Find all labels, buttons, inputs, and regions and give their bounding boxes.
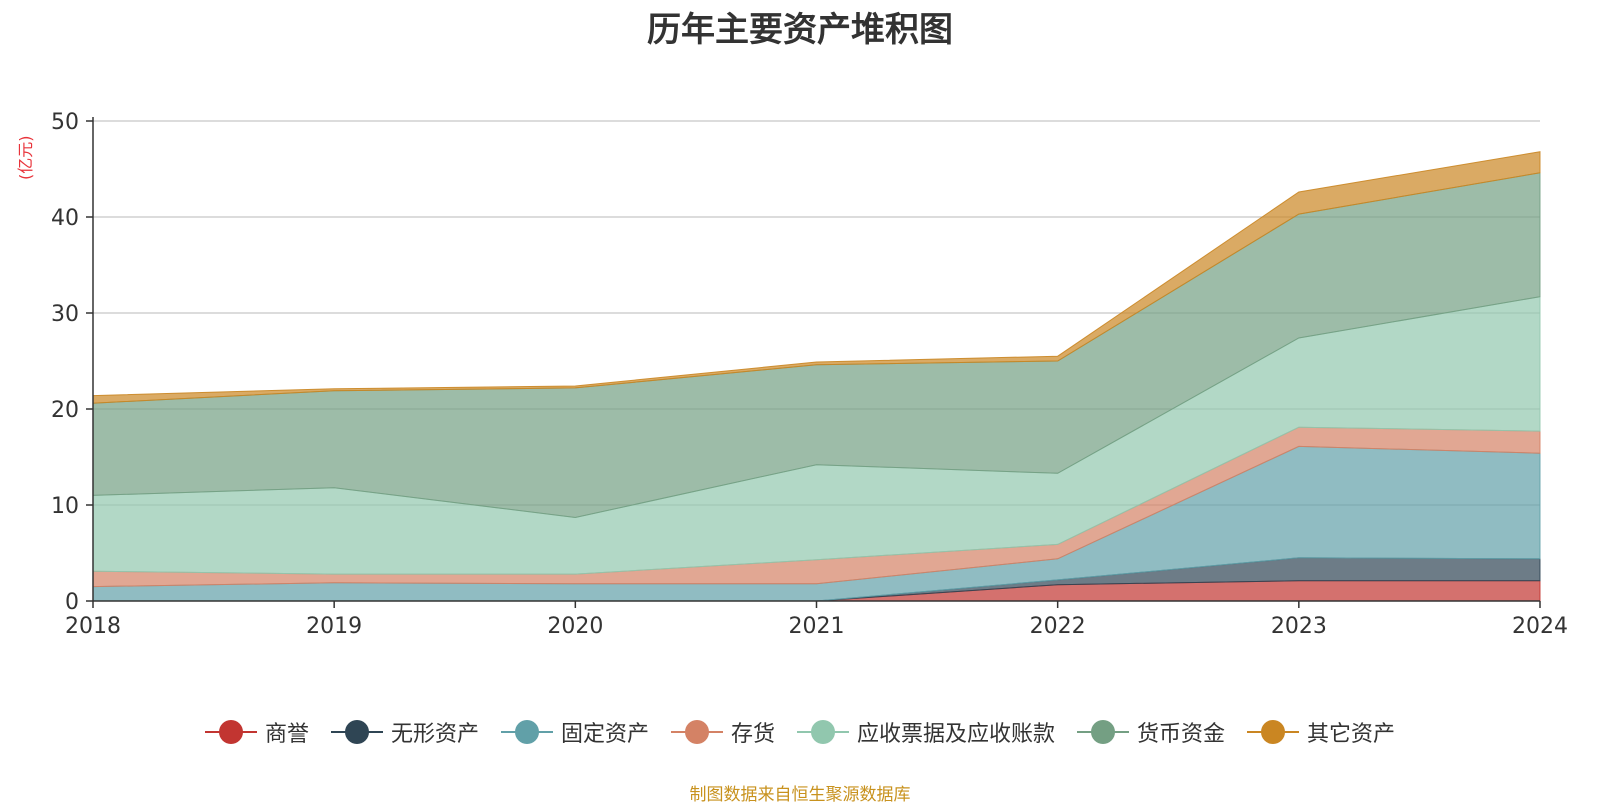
legend-swatch-dot <box>344 720 369 744</box>
legend-label: 存货 <box>730 722 775 747</box>
source-note: 制图数据来自恒生聚源数据库 <box>689 785 911 805</box>
legend-swatch-dot <box>218 720 243 744</box>
legend-item-0[interactable]: 商誉 <box>204 716 309 748</box>
legend-label: 货币资金 <box>1137 722 1226 747</box>
x-tick-label: 2023 <box>1271 614 1327 639</box>
legend-swatch-dot <box>811 720 835 744</box>
area-series <box>92 151 1541 602</box>
y-tick-label: 40 <box>51 206 79 231</box>
legend-item-4[interactable]: 应收票据及应收账款 <box>797 716 1055 748</box>
legend-label: 应收票据及应收账款 <box>857 722 1056 747</box>
legend-item-3[interactable]: 存货 <box>670 716 775 748</box>
legend-label: 商誉 <box>264 722 309 747</box>
legend-swatch <box>797 720 849 744</box>
legend-swatch-dot <box>514 720 539 744</box>
y-tick-label: 10 <box>51 494 79 519</box>
x-tick-label: 2021 <box>789 614 845 639</box>
x-tick-label: 2024 <box>1512 614 1568 639</box>
legend: 商誉 无形资产 固定资产 存货 应收票据及应收账款 货币资金 其它资产 <box>0 716 1600 748</box>
legend-item-6[interactable]: 其它资产 <box>1247 716 1395 748</box>
x-tick-label: 2022 <box>1030 614 1086 639</box>
legend-item-2[interactable]: 固定资产 <box>500 716 649 748</box>
legend-swatch <box>1247 720 1300 744</box>
y-tick-label: 30 <box>51 302 79 327</box>
x-tick-label: 2020 <box>547 614 603 639</box>
legend-swatch <box>1077 720 1130 744</box>
x-tick-label: 2019 <box>306 614 362 639</box>
legend-label: 固定资产 <box>560 722 649 747</box>
chart-title: 历年主要资产堆积图 <box>647 10 953 50</box>
legend-swatch <box>204 720 257 744</box>
legend-swatch-dot <box>1261 720 1286 744</box>
x-tick-label: 2018 <box>65 614 121 639</box>
legend-item-5[interactable]: 货币资金 <box>1077 716 1225 748</box>
legend-swatch-dot <box>1091 720 1116 744</box>
legend-swatch <box>330 720 383 744</box>
legend-label: 无形资产 <box>390 722 479 747</box>
legend-swatch <box>500 720 553 744</box>
y-tick-label: 50 <box>51 110 79 135</box>
y-tick-label: 0 <box>65 590 79 615</box>
area-series-6 <box>92 151 1541 404</box>
legend-label: 其它资产 <box>1307 722 1396 747</box>
legend-item-1[interactable]: 无形资产 <box>330 716 479 748</box>
axes: 0 10 20 30 40 50 2018 2019 2020 2021 2022 2023 2024 <box>51 110 1568 639</box>
legend-swatch <box>670 720 723 744</box>
y-tick-label: 20 <box>51 398 79 423</box>
legend-swatch-dot <box>684 720 709 744</box>
